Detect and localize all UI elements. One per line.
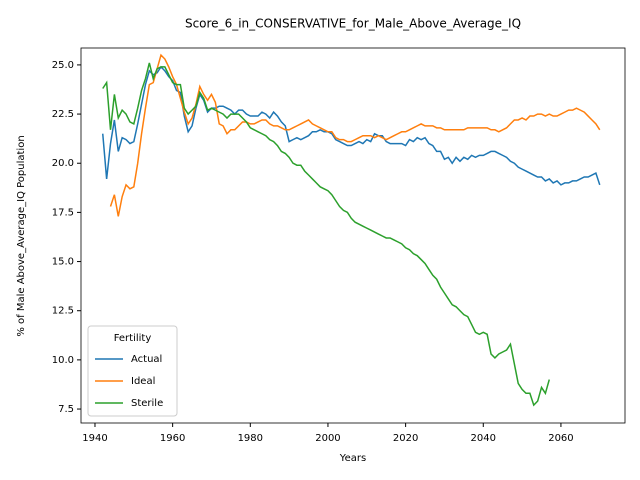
y-tick-label: 25.0 <box>52 60 74 71</box>
x-tick-label: 2060 <box>548 433 573 444</box>
series-line <box>109 53 601 217</box>
x-tick-label: 2020 <box>393 433 418 444</box>
x-tick-label: 2000 <box>315 433 340 444</box>
x-tick-label: 1960 <box>160 433 185 444</box>
legend-label: Actual <box>131 354 162 365</box>
x-tick-label: 2040 <box>471 433 496 444</box>
y-axis-label: % of Male Above_Average_IQ Population <box>16 135 27 336</box>
plot-frame <box>80 47 626 424</box>
x-axis-label: Years <box>339 453 366 464</box>
legend-title: Fertility <box>114 333 152 344</box>
legend-label: Sterile <box>131 398 163 409</box>
series-line <box>102 62 551 407</box>
y-tick-label: 7.5 <box>58 404 74 415</box>
y-tick-label: 20.0 <box>52 158 74 169</box>
y-tick-label: 12.5 <box>52 306 74 317</box>
y-tick-label: 15.0 <box>52 257 74 268</box>
series-line <box>101 65 601 186</box>
y-tick-label: 10.0 <box>52 355 74 366</box>
legend-label: Ideal <box>131 376 155 387</box>
chart-title: Score_6_in_CONSERVATIVE_for_Male_Above_A… <box>185 17 521 31</box>
y-tick-label: 17.5 <box>52 207 74 218</box>
y-tick-label: 22.5 <box>52 109 74 120</box>
x-tick-label: 1980 <box>238 433 263 444</box>
legend-box <box>87 325 178 417</box>
x-tick-label: 1940 <box>82 433 107 444</box>
